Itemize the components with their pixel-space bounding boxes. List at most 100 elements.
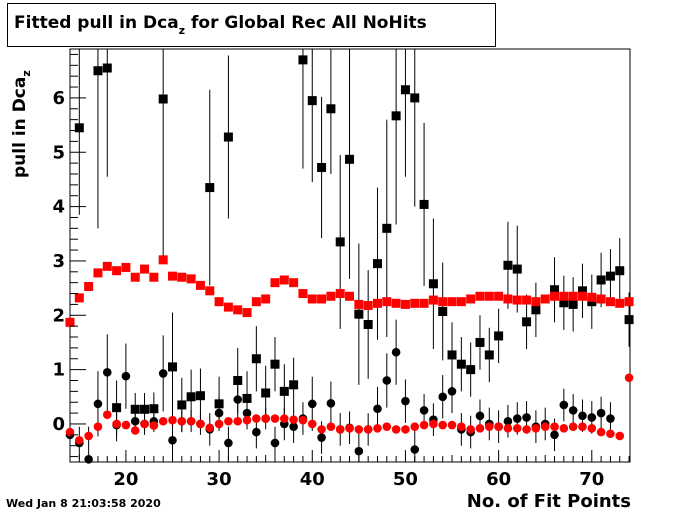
red-square-point <box>317 294 327 304</box>
red-square-point <box>195 280 205 290</box>
black-circle-point <box>242 408 252 418</box>
red-circle-point <box>130 426 140 435</box>
red-circle-point <box>140 419 149 429</box>
red-square-point <box>289 278 299 288</box>
red-circle-point <box>186 416 196 426</box>
black-circle-point <box>578 411 587 421</box>
black-circle-point <box>606 414 615 423</box>
red-circle-point <box>93 422 103 431</box>
red-square-point <box>605 297 615 307</box>
red-circle-point <box>568 422 578 431</box>
x-axis-label: No. of Fit Points <box>466 491 631 512</box>
black-circle-point <box>121 371 131 381</box>
black-square-point <box>195 391 205 401</box>
red-circle-point <box>335 425 345 434</box>
black-circle-point <box>93 399 103 409</box>
red-circle-point <box>280 414 289 423</box>
red-square-point <box>596 294 606 304</box>
red-square-point <box>372 298 382 308</box>
red-square-point <box>624 297 634 307</box>
black-circle-point <box>317 433 326 442</box>
red-circle-point <box>410 422 420 431</box>
black-square-point <box>335 237 345 247</box>
black-circle-point <box>419 406 429 415</box>
black-square-point <box>512 264 522 274</box>
black-square-point <box>112 403 122 413</box>
black-square-point <box>596 275 606 285</box>
black-circle-point <box>270 438 280 448</box>
red-circle-point <box>540 422 550 431</box>
y-axis-label-subscript: z <box>20 70 33 77</box>
red-circle-point <box>75 435 84 445</box>
black-circle-point <box>233 395 243 404</box>
red-circle-point <box>606 429 615 439</box>
red-circle-point <box>373 424 382 433</box>
red-square-point <box>307 294 317 304</box>
red-square-point <box>531 297 541 307</box>
black-square-point <box>158 94 168 104</box>
red-square-point <box>512 295 522 305</box>
y-tick-label: 5 <box>52 142 65 163</box>
red-square-point <box>587 292 597 302</box>
red-square-point <box>456 297 466 307</box>
black-circle-point <box>373 404 382 414</box>
black-square-point <box>419 199 429 209</box>
red-square-point <box>438 297 448 307</box>
black-square-point <box>177 400 187 410</box>
red-circle-point <box>494 422 503 431</box>
red-square-point <box>466 294 476 304</box>
black-square-point <box>233 375 243 385</box>
red-square-point <box>130 272 140 282</box>
black-square-point <box>317 162 327 172</box>
title-main: Fitted pull in Dca <box>14 13 179 33</box>
red-circle-point <box>512 424 522 433</box>
black-square-point <box>261 388 271 398</box>
red-square-point <box>84 281 94 291</box>
black-square-point <box>363 320 373 330</box>
x-tick-label: 20 <box>113 469 138 490</box>
red-square-point <box>167 271 177 281</box>
chart-title: Fitted pull in Dcaz for Global Rec All N… <box>14 13 427 37</box>
black-circle-point <box>391 347 401 357</box>
red-circle-point <box>252 414 261 423</box>
x-tick-label: 50 <box>393 469 418 490</box>
black-square-point <box>456 359 466 369</box>
red-circle-point <box>531 424 541 433</box>
black-square-point <box>428 279 438 289</box>
red-square-point <box>121 262 131 272</box>
red-square-point <box>205 286 215 296</box>
x-tick-label: 30 <box>207 469 232 490</box>
red-circle-point <box>391 425 401 434</box>
black-circle-point <box>289 422 298 431</box>
black-square-point <box>447 350 457 360</box>
black-square-point <box>242 393 252 403</box>
black-square-point <box>494 331 504 341</box>
red-square-point <box>102 261 112 271</box>
black-circle-point <box>438 392 448 402</box>
title-subscript: z <box>178 24 186 37</box>
black-circle-point <box>568 406 578 415</box>
red-square-point <box>74 293 84 303</box>
red-circle-point <box>233 416 243 426</box>
red-square-point <box>447 297 457 307</box>
black-circle-point <box>475 411 485 421</box>
black-square-point <box>410 93 420 103</box>
y-tick-label: 3 <box>52 251 65 272</box>
red-circle-point <box>466 425 475 434</box>
black-circle-point <box>307 399 317 409</box>
black-square-point <box>354 309 364 319</box>
chart-title-box: Fitted pull in Dcaz for Global Rec All N… <box>7 3 496 47</box>
red-circle-point <box>522 425 531 434</box>
red-square-point <box>550 291 560 301</box>
black-square-point <box>382 223 392 233</box>
red-circle-point <box>289 415 298 424</box>
error-bars <box>69 49 630 462</box>
red-circle-point <box>615 431 625 441</box>
black-square-point <box>93 66 103 76</box>
red-circle-point <box>559 424 569 433</box>
black-square-point <box>326 104 336 114</box>
black-square-point <box>289 380 299 390</box>
red-square-point <box>279 275 289 285</box>
black-circle-point <box>596 408 606 418</box>
